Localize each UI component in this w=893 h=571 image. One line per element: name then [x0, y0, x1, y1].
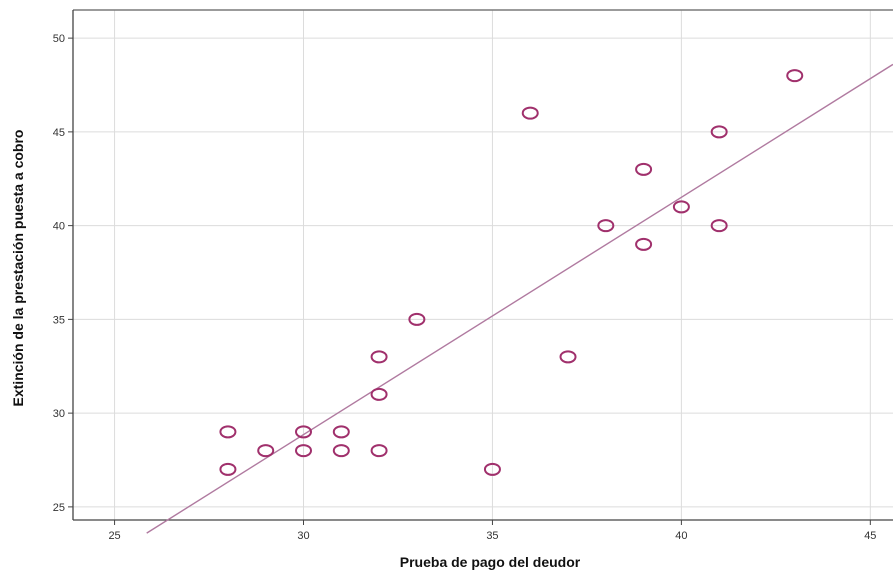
x-tick-label: 45: [864, 530, 876, 542]
data-point: [257, 444, 275, 458]
data-point: [635, 237, 653, 251]
y-tick-label: 25: [53, 502, 65, 514]
plot-frame: [68, 9, 893, 525]
regression-line: [146, 63, 893, 534]
data-point: [332, 444, 350, 458]
data-point: [483, 462, 501, 476]
data-point: [370, 350, 388, 364]
data-point: [635, 162, 653, 176]
x-tick-label: 25: [108, 530, 120, 542]
data-point: [219, 425, 237, 439]
y-tick-label: 45: [53, 127, 65, 139]
y-tick-label: 35: [53, 314, 65, 326]
x-tick-label: 40: [675, 530, 687, 542]
data-point: [672, 200, 690, 214]
data-point: [710, 219, 728, 233]
data-point: [370, 387, 388, 401]
data-point: [786, 69, 804, 83]
data-point: [370, 444, 388, 458]
data-point: [559, 350, 577, 364]
x-axis-title: Prueba de pago del deudor: [400, 554, 581, 570]
fit-line-group: [146, 63, 893, 534]
data-points: [219, 69, 804, 476]
data-point: [295, 425, 313, 439]
y-tick-label: 40: [53, 221, 65, 233]
data-point: [295, 444, 313, 458]
data-point: [332, 425, 350, 439]
gridlines: [73, 10, 893, 520]
y-tick-label: 30: [53, 408, 65, 420]
x-tick-label: 35: [486, 530, 498, 542]
data-point: [408, 312, 426, 326]
x-tick-label: 30: [297, 530, 309, 542]
data-point: [521, 106, 539, 120]
tick-labels: 25 30 35 40 45 25 30 35 40 45 50: [53, 33, 877, 542]
y-axis-title: Extinción de la prestación puesta a cobr…: [10, 130, 26, 407]
data-point: [219, 462, 237, 476]
data-point: [710, 125, 728, 139]
data-point: [597, 219, 615, 233]
y-tick-label: 50: [53, 33, 65, 45]
